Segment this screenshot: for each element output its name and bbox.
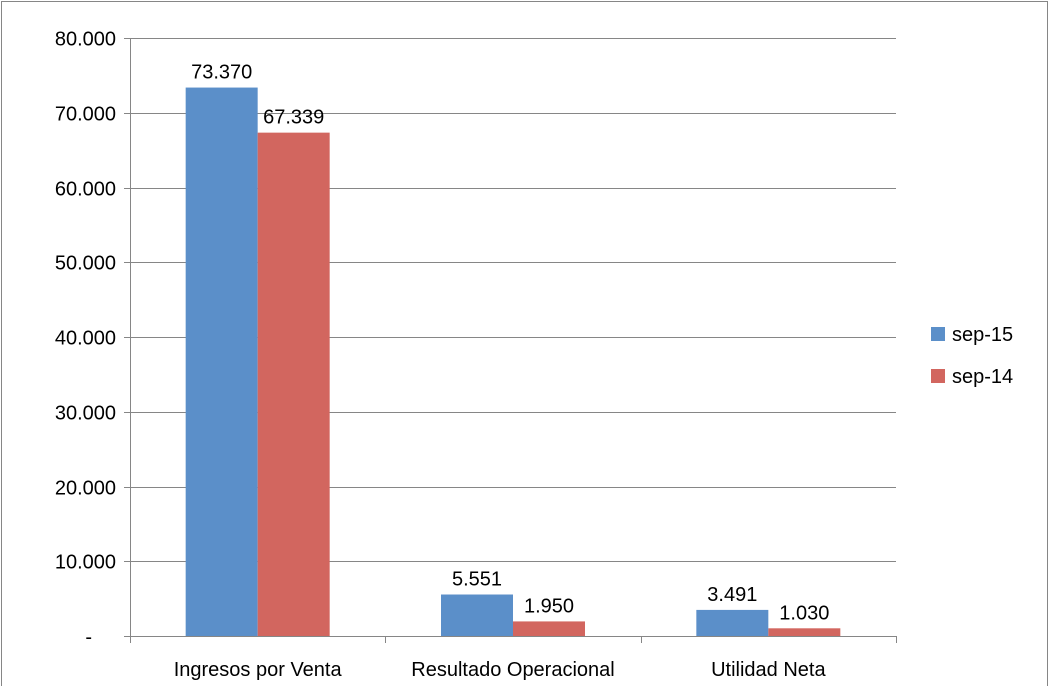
bar-sep-14 <box>513 621 585 636</box>
y-tick-label: 20.000 <box>55 478 116 500</box>
y-tick-label: 50.000 <box>55 253 116 275</box>
y-tick-label: 40.000 <box>55 328 116 350</box>
data-label: 73.370 <box>191 62 252 84</box>
bar-sep-15 <box>185 87 258 636</box>
legend: sep-15 sep-14 <box>931 324 1013 388</box>
axes: - 10.000 20.000 30.000 40.000 50.000 60.000 70.… <box>55 29 897 681</box>
data-label: 5.551 <box>452 569 502 591</box>
data-label: 1.950 <box>524 595 574 617</box>
legend-label: sep-14 <box>952 366 1013 388</box>
data-label: 3.491 <box>707 584 757 606</box>
bars <box>185 87 841 636</box>
legend-swatch-sep-14 <box>931 369 945 383</box>
legend-swatch-sep-15 <box>931 327 945 341</box>
x-category-label: Ingresos por Venta <box>174 659 343 681</box>
x-category-label: Utilidad Neta <box>711 659 826 681</box>
y-tick-label: 10.000 <box>55 552 116 574</box>
y-tick-label: - <box>85 627 92 649</box>
x-category-label: Resultado Operacional <box>411 659 614 681</box>
y-tick-label: 80.000 <box>55 29 116 51</box>
y-tick-label: 70.000 <box>55 104 116 126</box>
y-tick-label: 30.000 <box>55 403 116 425</box>
y-tick-label: 60.000 <box>55 179 116 201</box>
data-label: 1.030 <box>779 602 829 624</box>
legend-label: sep-15 <box>952 324 1013 346</box>
data-label: 67.339 <box>263 107 324 129</box>
bar-sep-15 <box>696 609 769 636</box>
data-labels: 73.370 5.551 3.491 67.339 1.950 1.030 <box>191 62 829 625</box>
bar-sep-14 <box>768 628 841 636</box>
bar-sep-15 <box>441 594 513 636</box>
bar-sep-14 <box>257 132 330 636</box>
